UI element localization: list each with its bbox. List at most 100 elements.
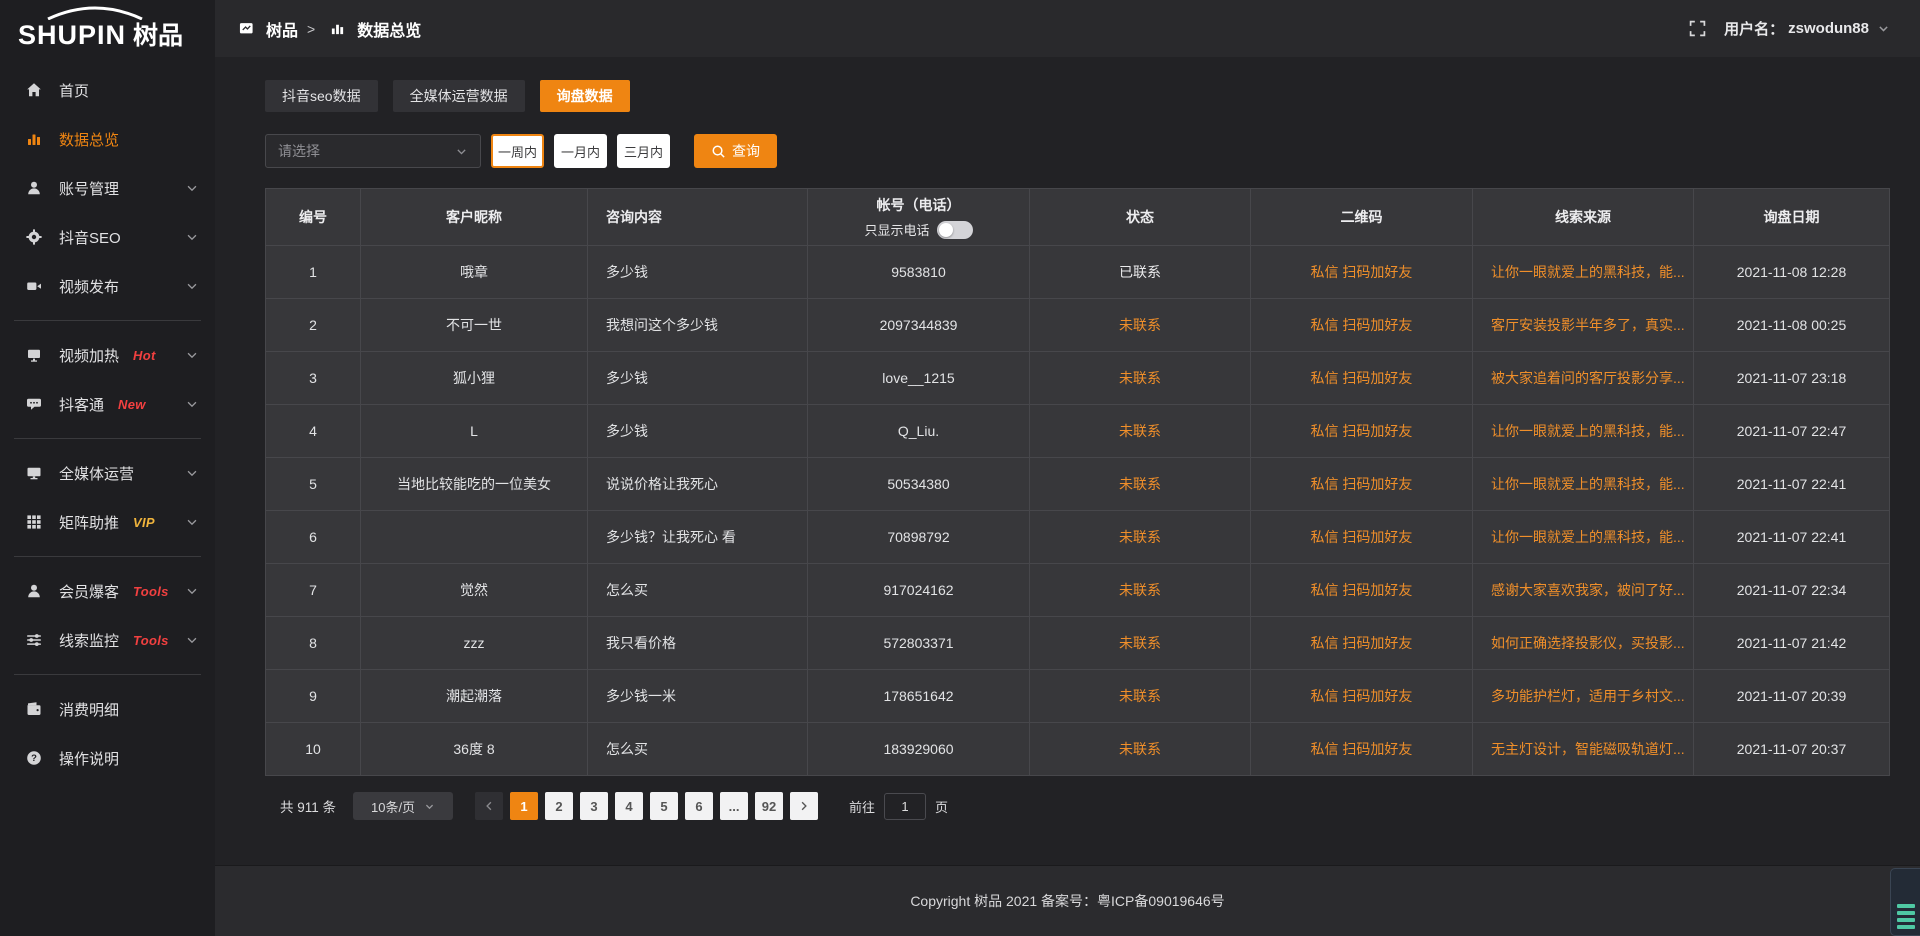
cell-id: 9: [265, 669, 361, 723]
page-button-3[interactable]: 3: [580, 792, 609, 820]
qr-links[interactable]: 私信 扫码加好友: [1310, 264, 1413, 280]
sidebar-item-douyin-seo[interactable]: 抖音SEO: [0, 214, 215, 260]
topbar: 树品 > 数据总览 用户名： zswodun88: [215, 0, 1920, 57]
qr-links[interactable]: 私信 扫码加好友: [1310, 370, 1413, 386]
cell-qrcode: 私信 扫码加好友: [1250, 616, 1473, 670]
username-value: zswodun88: [1788, 20, 1869, 37]
sidebar-item-omnimedia-operation[interactable]: 全媒体运营: [0, 450, 215, 496]
prev-page-button[interactable]: [475, 792, 504, 820]
brand-logo: SHUPIN 树品: [0, 0, 215, 52]
source-link[interactable]: 客厅安装投影半年多了，真实...: [1491, 317, 1685, 333]
range-button-month[interactable]: 一月内: [554, 134, 607, 168]
breadcrumb-current: 数据总览: [357, 22, 422, 40]
page-button-5[interactable]: 5: [650, 792, 679, 820]
cell-nickname: 哦章: [360, 245, 588, 299]
cell-nickname: 当地比较能吃的一位美女: [360, 457, 588, 511]
cell-nickname: L: [360, 404, 588, 458]
qr-links[interactable]: 私信 扫码加好友: [1310, 688, 1413, 704]
cell-status: 未联系: [1029, 298, 1251, 352]
cell-id: 8: [265, 616, 361, 670]
sidebar-item-douketong[interactable]: 抖客通 New: [0, 381, 215, 427]
sidebar-item-label: 首页: [59, 82, 90, 100]
range-button-week[interactable]: 一周内: [491, 134, 544, 168]
sidebar-item-label: 操作说明: [59, 750, 120, 768]
sidebar-item-expense-details[interactable]: 消费明细: [0, 686, 215, 732]
source-link[interactable]: 让你一眼就爱上的黑科技，能...: [1491, 529, 1685, 545]
goto-page-input[interactable]: [884, 792, 927, 820]
qr-links[interactable]: 私信 扫码加好友: [1310, 529, 1413, 545]
sidebar-item-label: 视频发布: [59, 278, 120, 296]
cell-account: 2097344839: [807, 298, 1030, 352]
next-page-button[interactable]: [790, 792, 819, 820]
account-select[interactable]: 请选择: [265, 134, 481, 168]
qr-links[interactable]: 私信 扫码加好友: [1310, 423, 1413, 439]
qr-links[interactable]: 私信 扫码加好友: [1310, 476, 1413, 492]
page-ellipsis-button[interactable]: ...: [720, 792, 749, 820]
chevron-down-icon: [185, 348, 199, 362]
source-link[interactable]: 让你一眼就爱上的黑科技，能...: [1491, 476, 1685, 492]
sidebar-item-account-management[interactable]: 账号管理: [0, 165, 215, 211]
sidebar-item-matrix-boost[interactable]: 矩阵助推 VIP: [0, 499, 215, 545]
table-row: 9 潮起潮落 多少钱一米 178651642 未联系 私信 扫码加好友 多功能护…: [265, 669, 1890, 723]
goto-label: 前往: [849, 799, 876, 815]
page-button-1[interactable]: 1: [510, 792, 539, 820]
page-button-2[interactable]: 2: [545, 792, 574, 820]
breadcrumb-root[interactable]: 树品: [266, 22, 299, 40]
page-button-4[interactable]: 4: [615, 792, 644, 820]
sidebar-item-label: 消费明细: [59, 701, 120, 719]
table-row: 3 狐小狸 多少钱 love__1215 未联系 私信 扫码加好友 被大家追着问…: [265, 351, 1890, 405]
floating-widget[interactable]: [1890, 868, 1920, 936]
cell-id: 1: [265, 245, 361, 299]
sidebar-item-label: 视频加热: [59, 347, 120, 365]
display-icon: [26, 347, 44, 363]
breadcrumb-separator: >: [307, 20, 316, 37]
cell-source: 如何正确选择投影仪，买投影...: [1472, 616, 1694, 670]
sidebar-item-video-heating[interactable]: 视频加热 Hot: [0, 332, 215, 378]
sidebar-item-label: 抖音SEO: [59, 229, 121, 247]
source-link[interactable]: 如何正确选择投影仪，买投影...: [1491, 635, 1685, 651]
fullscreen-icon[interactable]: [1689, 20, 1706, 37]
cell-nickname: [360, 510, 588, 564]
cell-nickname: 觉然: [360, 563, 588, 617]
source-link[interactable]: 感谢大家喜欢我家，被问了好...: [1491, 582, 1685, 598]
cell-source: 客厅安装投影半年多了，真实...: [1472, 298, 1694, 352]
phone-only-toggle[interactable]: [936, 220, 973, 239]
source-link[interactable]: 让你一眼就爱上的黑科技，能...: [1491, 423, 1685, 439]
widget-stripe: [1897, 925, 1915, 929]
table-row: 4 L 多少钱 Q_Liu. 未联系 私信 扫码加好友 让你一眼就爱上的黑科技，…: [265, 404, 1890, 458]
sidebar-divider: [14, 674, 201, 675]
search-button[interactable]: 查询: [694, 134, 777, 168]
sidebar-item-video-publish[interactable]: 视频发布: [0, 263, 215, 309]
page-size-select[interactable]: 10条/页: [353, 792, 454, 820]
qr-links[interactable]: 私信 扫码加好友: [1310, 317, 1413, 333]
sidebar-item-operation-guide[interactable]: ? 操作说明: [0, 735, 215, 781]
col-header-date: 询盘日期: [1693, 188, 1890, 246]
sidebar-item-member-baoke[interactable]: 会员爆客 Tools: [0, 568, 215, 614]
tab-inquiry-data[interactable]: 询盘数据: [539, 80, 630, 112]
source-link[interactable]: 被大家追着问的客厅投影分享...: [1491, 370, 1685, 386]
cell-id: 10: [265, 722, 361, 776]
tab-omnimedia-data[interactable]: 全媒体运营数据: [392, 80, 525, 112]
cell-date: 2021-11-07 20:39: [1693, 669, 1890, 723]
page-button-6[interactable]: 6: [685, 792, 714, 820]
range-button-quarter[interactable]: 三月内: [617, 134, 670, 168]
source-link[interactable]: 无主灯设计，智能磁吸轨道灯...: [1491, 741, 1685, 757]
cell-status: 未联系: [1029, 457, 1251, 511]
sidebar-item-data-overview[interactable]: 数据总览: [0, 116, 215, 162]
qr-links[interactable]: 私信 扫码加好友: [1310, 741, 1413, 757]
cell-content: 多少钱？让我死心 看: [587, 510, 808, 564]
sidebar-item-lead-monitoring[interactable]: 线索监控 Tools: [0, 617, 215, 663]
tab-douyin-seo-data[interactable]: 抖音seo数据: [265, 80, 378, 112]
cell-status: 未联系: [1029, 404, 1251, 458]
cell-content: 多少钱: [587, 404, 808, 458]
user-menu[interactable]: 用户名： zswodun88: [1724, 18, 1890, 39]
source-link[interactable]: 让你一眼就爱上的黑科技，能...: [1491, 264, 1685, 280]
qr-links[interactable]: 私信 扫码加好友: [1310, 582, 1413, 598]
sidebar-item-home[interactable]: 首页: [0, 67, 215, 113]
breadcrumb: 树品 > 数据总览: [239, 17, 421, 41]
widget-stripe: [1897, 911, 1915, 915]
source-link[interactable]: 多功能护栏灯，适用于乡村文...: [1491, 688, 1685, 704]
cell-status: 未联系: [1029, 722, 1251, 776]
qr-links[interactable]: 私信 扫码加好友: [1310, 635, 1413, 651]
page-button-92[interactable]: 92: [755, 792, 784, 820]
